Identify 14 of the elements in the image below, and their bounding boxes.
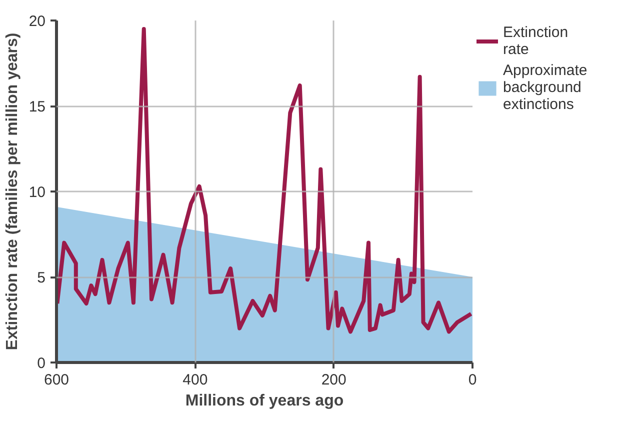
y-tick-label: 20: [28, 13, 46, 30]
x-tick-label: 0: [468, 372, 477, 388]
x-axis-title: Millions of years ago: [185, 392, 344, 410]
y-axis-title: Extinction rate (families per million years): [4, 32, 21, 350]
line-series: [56, 27, 472, 334]
legend-label: Extinction rate: [503, 24, 570, 58]
y-tick-label: 15: [28, 98, 46, 116]
y-tick-label: 10: [28, 184, 46, 201]
legend-label: Approximate background extinctions: [503, 62, 588, 113]
x-tick-label: 400: [182, 372, 208, 388]
x-tick-label: 200: [321, 372, 346, 388]
x-tick-label: 600: [44, 372, 70, 388]
y-tick-label: 5: [37, 270, 46, 286]
y-tick-label: 0: [37, 355, 46, 372]
